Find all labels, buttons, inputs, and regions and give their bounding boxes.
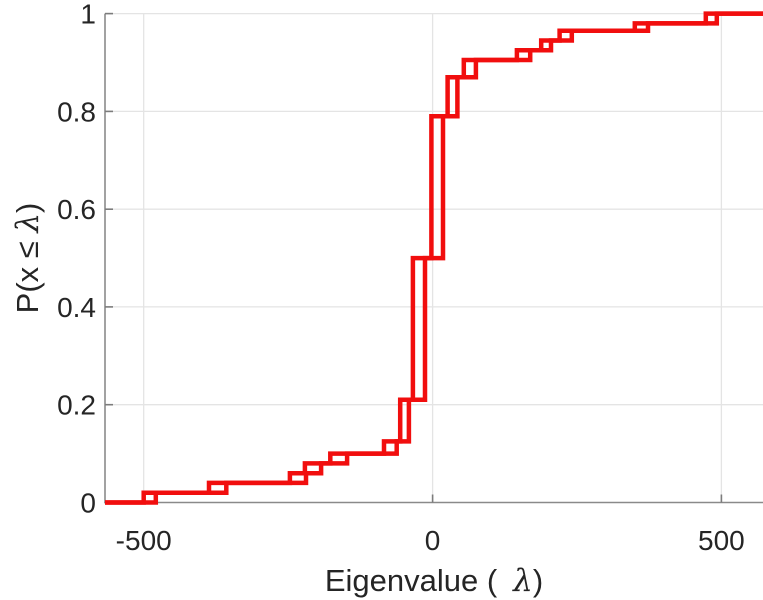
y-tick-label: 1	[80, 0, 96, 30]
x-axis-label: Eigenvalue ( λ)	[325, 563, 543, 599]
y-tick-label: 0.8	[57, 96, 96, 127]
gridlines	[105, 12, 763, 503]
y-axis-label-close: )	[10, 203, 45, 213]
x-tick-label: 0	[425, 525, 441, 556]
y-axis-label-text: P(x ≤	[10, 233, 45, 314]
x-tick-label: 500	[698, 525, 745, 556]
y-tick-label: 0.2	[57, 390, 96, 421]
y-tick-label: 0.4	[57, 292, 96, 323]
lambda-symbol: λ	[511, 563, 533, 599]
y-tick-label: 0	[80, 488, 96, 519]
lambda-symbol: λ	[10, 213, 46, 235]
ecdf-step-line-1	[105, 11, 763, 505]
x-axis-label-close: )	[533, 563, 543, 598]
y-tick-label: 0.6	[57, 194, 96, 225]
y-tick-labels: 0 0.2 0.4 0.6 0.8 1	[57, 0, 96, 519]
axes	[104, 13, 763, 504]
ecdf-step-line-2	[105, 11, 763, 505]
x-axis-label-text: Eigenvalue (	[325, 563, 498, 598]
x-tick-labels: -500 0 500	[116, 525, 745, 556]
y-axis-label: P(x ≤ λ)	[10, 203, 46, 314]
x-tick-label: -500	[116, 525, 172, 556]
